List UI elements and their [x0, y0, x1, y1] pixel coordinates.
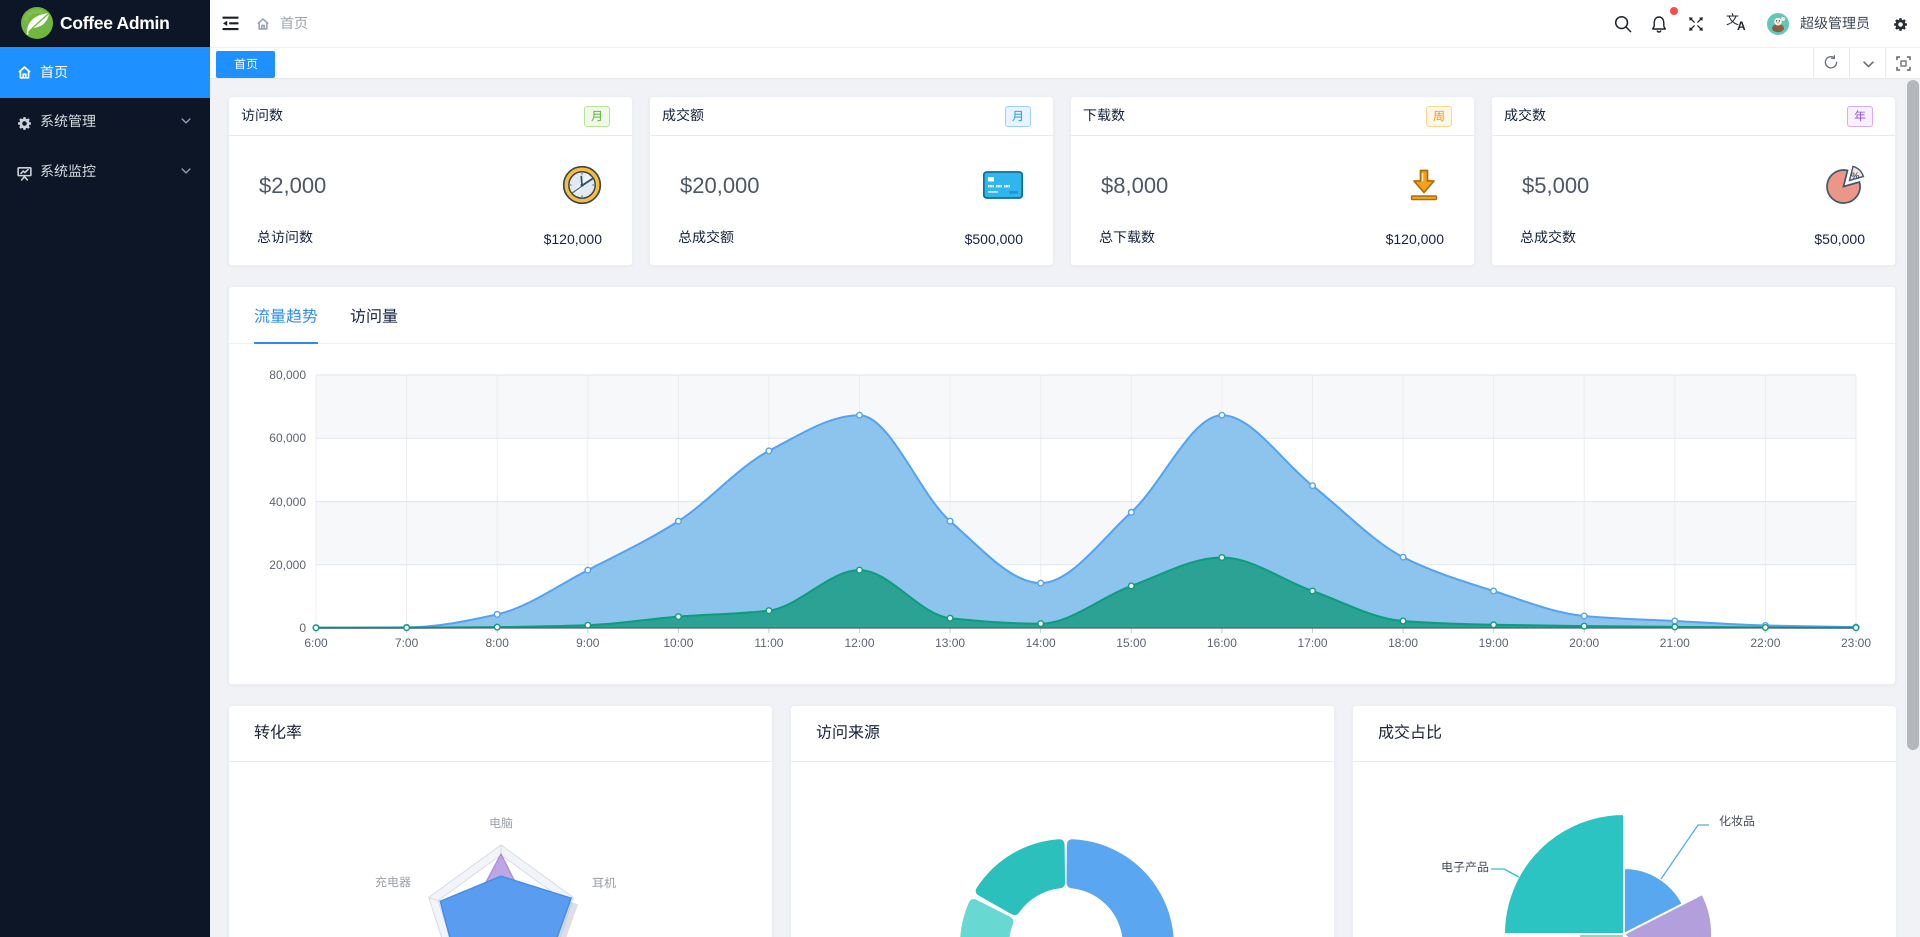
svg-text:%: % [1851, 171, 1860, 182]
